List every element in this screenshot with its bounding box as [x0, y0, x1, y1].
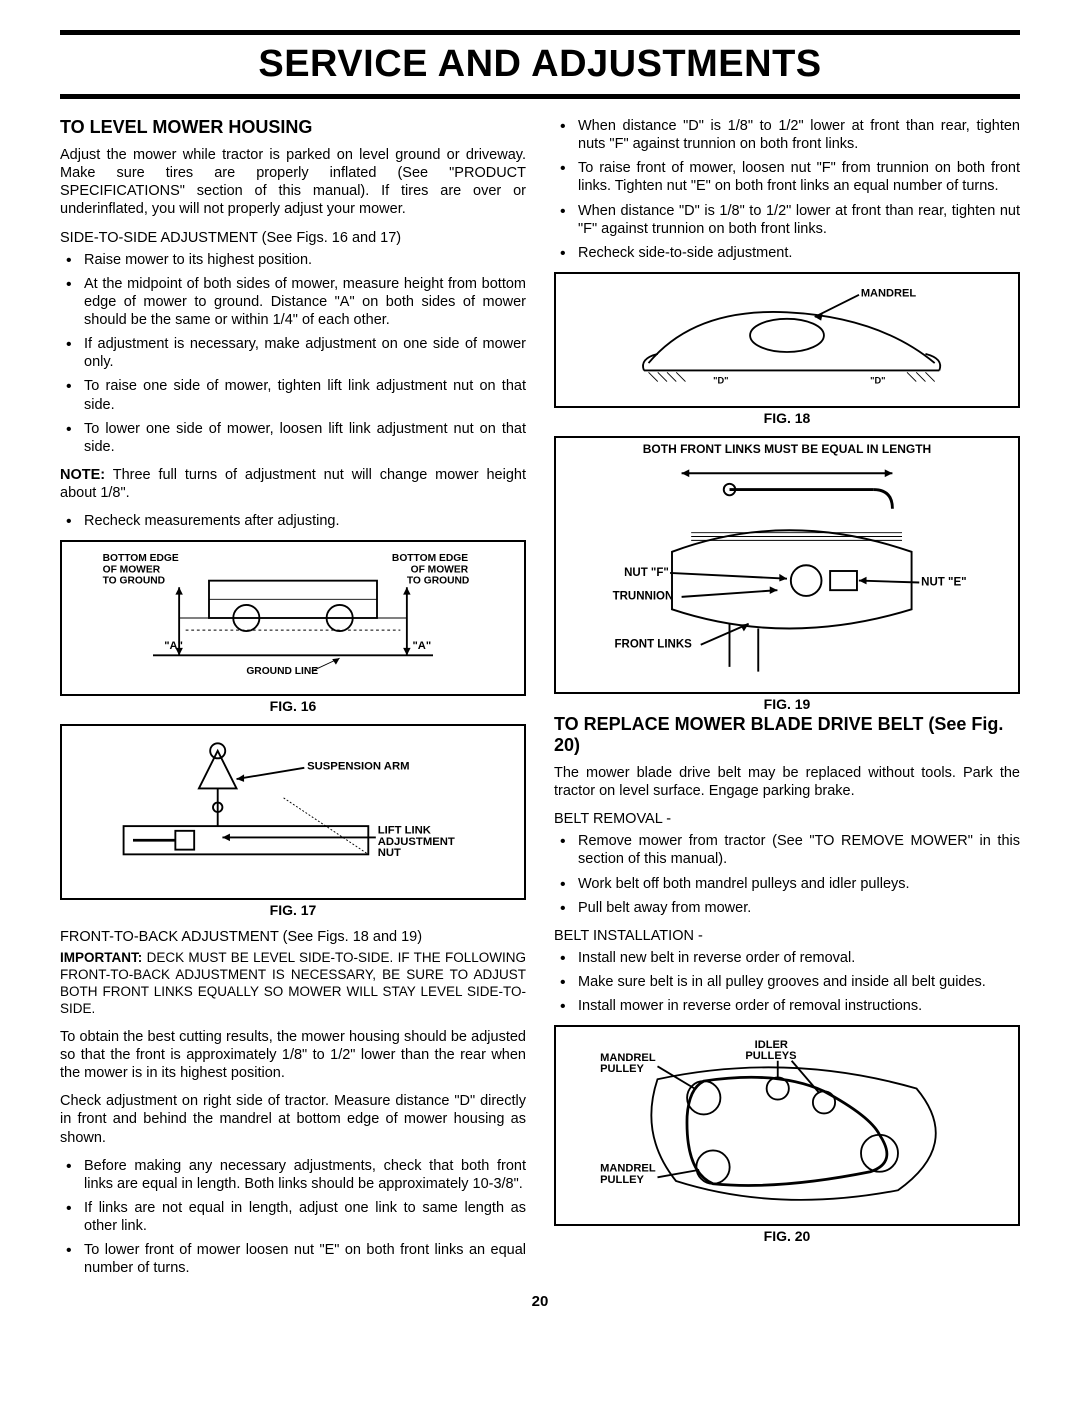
list-item: Before making any necessary adjustments,… — [84, 1157, 526, 1193]
fig16-caption: FIG. 16 — [60, 698, 526, 714]
important-paragraph: IMPORTANT: DECK MUST BE LEVEL SIDE-TO-SI… — [60, 950, 526, 1018]
recheck-list: Recheck measurements after adjusting. — [60, 512, 526, 530]
obtain-text: To obtain the best cutting results, the … — [60, 1028, 526, 1082]
check-text: Check adjustment on right side of tracto… — [60, 1092, 526, 1146]
list-item: To raise one side of mower, tighten lift… — [84, 377, 526, 413]
svg-text:"A": "A" — [412, 640, 431, 652]
page-number: 20 — [60, 1293, 1020, 1310]
list-item: When distance "D" is 1/8" to 1/2" lower … — [578, 202, 1020, 238]
svg-text:GROUND LINE: GROUND LINE — [246, 666, 318, 677]
list-item: To raise front of mower, loosen nut "F" … — [578, 159, 1020, 195]
list-item: Recheck measurements after adjusting. — [84, 512, 526, 530]
svg-text:LIFT LINK: LIFT LINK — [378, 825, 432, 837]
svg-text:OF MOWER: OF MOWER — [103, 565, 161, 576]
svg-text:"D": "D" — [713, 375, 728, 385]
belt-install-heading: BELT INSTALLATION - — [554, 927, 1020, 945]
fig19-caption: FIG. 19 — [554, 696, 1020, 712]
svg-text:NUT "F": NUT "F" — [624, 567, 669, 579]
fig16-svg: BOTTOM EDGE OF MOWER TO GROUND BOTTOM ED… — [68, 548, 518, 688]
svg-text:"A": "A" — [164, 640, 183, 652]
svg-text:BOTTOM EDGE: BOTTOM EDGE — [392, 553, 468, 564]
svg-text:TO GROUND: TO GROUND — [103, 576, 165, 587]
replace-belt-intro: The mower blade drive belt may be replac… — [554, 764, 1020, 800]
list-item: At the midpoint of both sides of mower, … — [84, 275, 526, 329]
svg-text:TRUNNION: TRUNNION — [613, 591, 674, 603]
fig20-caption: FIG. 20 — [554, 1228, 1020, 1244]
fig17-caption: FIG. 17 — [60, 902, 526, 918]
top-rule — [60, 30, 1020, 35]
front-adjust-list: Before making any necessary adjustments,… — [60, 1157, 526, 1278]
list-item: Pull belt away from mower. — [578, 899, 1020, 917]
list-item: Make sure belt is in all pulley grooves … — [578, 973, 1020, 991]
svg-text:OF MOWER: OF MOWER — [411, 565, 469, 576]
page-title: SERVICE AND ADJUSTMENTS — [60, 43, 1020, 86]
svg-text:"D": "D" — [870, 375, 885, 385]
fig17-svg: SUSPENSION ARM LIFT LINK ADJUSTMENT NUT — [68, 732, 518, 892]
belt-removal-list: Remove mower from tractor (See "TO REMOV… — [554, 832, 1020, 917]
fig16-left-label-1: BOTTOM EDGE — [103, 553, 179, 564]
replace-belt-heading: TO REPLACE MOWER BLADE DRIVE BELT (See F… — [554, 714, 1020, 756]
list-item: When distance "D" is 1/8" to 1/2" lower … — [578, 117, 1020, 153]
fig16-box: BOTTOM EDGE OF MOWER TO GROUND BOTTOM ED… — [60, 540, 526, 696]
list-item: Work belt off both mandrel pulleys and i… — [578, 875, 1020, 893]
fig19-box: BOTH FRONT LINKS MUST BE EQUAL IN LENGTH — [554, 436, 1020, 694]
list-item: Raise mower to its highest position. — [84, 251, 526, 269]
list-item: Remove mower from tractor (See "TO REMOV… — [578, 832, 1020, 868]
svg-text:FRONT LINKS: FRONT LINKS — [615, 639, 693, 651]
cont-list: When distance "D" is 1/8" to 1/2" lower … — [554, 117, 1020, 262]
fig19-banner: BOTH FRONT LINKS MUST BE EQUAL IN LENGTH — [562, 442, 1012, 456]
fig18-box: MANDREL "D" "D" — [554, 272, 1020, 408]
left-column: TO LEVEL MOWER HOUSING Adjust the mower … — [60, 117, 526, 1287]
list-item: To lower front of mower loosen nut "E" o… — [84, 1241, 526, 1277]
fig20-box: IDLER PULLEYS MANDREL PULLEY MANDREL PUL… — [554, 1025, 1020, 1226]
svg-text:MANDREL: MANDREL — [861, 287, 917, 299]
note-label: NOTE: — [60, 467, 105, 483]
svg-text:TO GROUND: TO GROUND — [407, 576, 469, 587]
fig18-svg: MANDREL "D" "D" — [562, 280, 1012, 400]
belt-install-list: Install new belt in reverse order of rem… — [554, 949, 1020, 1015]
fig18-caption: FIG. 18 — [554, 410, 1020, 426]
fig20-svg: IDLER PULLEYS MANDREL PULLEY MANDREL PUL… — [562, 1033, 1012, 1218]
list-item: If adjustment is necessary, make adjustm… — [84, 335, 526, 371]
list-item: To lower one side of mower, loosen lift … — [84, 420, 526, 456]
svg-text:NUT "E": NUT "E" — [921, 576, 966, 588]
fig17-box: SUSPENSION ARM LIFT LINK ADJUSTMENT NUT — [60, 724, 526, 900]
svg-text:PULLEYS: PULLEYS — [745, 1050, 796, 1062]
two-columns: TO LEVEL MOWER HOUSING Adjust the mower … — [60, 117, 1020, 1287]
fig19-svg: NUT "F" TRUNNION NUT "E" FRONT LINKS — [562, 456, 1012, 686]
title-rule — [60, 94, 1020, 99]
svg-text:NUT: NUT — [378, 847, 401, 859]
list-item: Recheck side-to-side adjustment. — [578, 244, 1020, 262]
note-text: Three full turns of adjustment nut will … — [60, 467, 526, 501]
side-adjust-list: Raise mower to its highest position. At … — [60, 251, 526, 456]
list-item: Install new belt in reverse order of rem… — [578, 949, 1020, 967]
level-intro: Adjust the mower while tractor is parked… — [60, 146, 526, 219]
side-adjust-heading: SIDE-TO-SIDE ADJUSTMENT (See Figs. 16 an… — [60, 229, 526, 247]
belt-removal-heading: BELT REMOVAL - — [554, 810, 1020, 828]
svg-text:PULLEY: PULLEY — [600, 1063, 644, 1075]
right-column: When distance "D" is 1/8" to 1/2" lower … — [554, 117, 1020, 1287]
svg-text:PULLEY: PULLEY — [600, 1174, 644, 1186]
note-paragraph: NOTE: Three full turns of adjustment nut… — [60, 466, 526, 502]
level-housing-heading: TO LEVEL MOWER HOUSING — [60, 117, 526, 138]
list-item: Install mower in reverse order of remova… — [578, 997, 1020, 1015]
front-adjust-heading: FRONT-TO-BACK ADJUSTMENT (See Figs. 18 a… — [60, 928, 526, 946]
svg-text:ADJUSTMENT: ADJUSTMENT — [378, 836, 455, 848]
important-label: IMPORTANT: — [60, 950, 142, 965]
list-item: If links are not equal in length, adjust… — [84, 1199, 526, 1235]
svg-text:SUSPENSION ARM: SUSPENSION ARM — [307, 761, 409, 773]
